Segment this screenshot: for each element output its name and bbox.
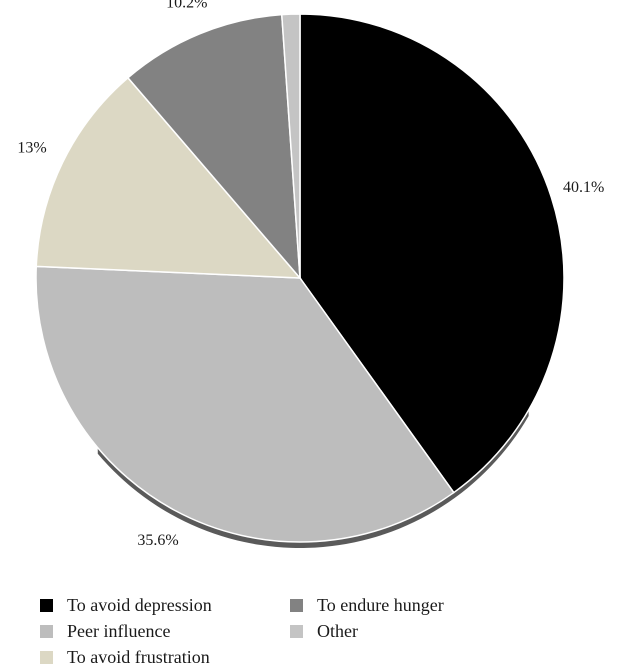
legend-swatch-peer-influence (40, 624, 53, 638)
pie-slice-to-endure-hunger (126, 13, 301, 281)
legend-label: To avoid depression (67, 594, 212, 615)
pie-slice-peer-influence (35, 265, 455, 543)
pie-slice-to-avoid-frustration (35, 76, 302, 279)
legend-item-to-avoid-depression: To avoid depression (40, 594, 212, 616)
legend-item-to-avoid-frustration: To avoid frustration (40, 646, 210, 668)
legend-item-peer-influence: Peer influence (40, 620, 170, 642)
chart-legend: To avoid depression Peer influence To av… (40, 594, 600, 670)
legend-item-other: Other (290, 620, 358, 642)
legend-label: Peer influence (67, 620, 171, 641)
legend-item-to-endure-hunger: To endure hunger (290, 594, 444, 616)
legend-swatch-to-avoid-depression (40, 598, 53, 612)
legend-label: Other (317, 620, 358, 641)
pie-slice-to-avoid-depression (299, 13, 565, 494)
legend-swatch-other (290, 624, 303, 638)
legend-swatch-to-endure-hunger (290, 598, 303, 612)
pie-value-labels: 40.1%35.6%13%10.2%1.1% (17, 0, 604, 549)
pie-value-label-to-avoid-frustration: 13% (17, 140, 46, 157)
pie-value-label-peer-influence: 35.6% (137, 532, 178, 549)
pie-slice-other (280, 13, 301, 279)
legend-label: To avoid frustration (67, 646, 210, 667)
pie-value-label-to-endure-hunger: 10.2% (166, 0, 207, 11)
pie-slices (35, 13, 565, 543)
legend-label: To endure hunger (317, 594, 444, 615)
legend-swatch-to-avoid-frustration (40, 650, 53, 664)
pie-value-label-to-avoid-depression: 40.1% (563, 179, 604, 196)
pie-chart: 40.1%35.6%13%10.2%1.1% (17, 0, 604, 549)
